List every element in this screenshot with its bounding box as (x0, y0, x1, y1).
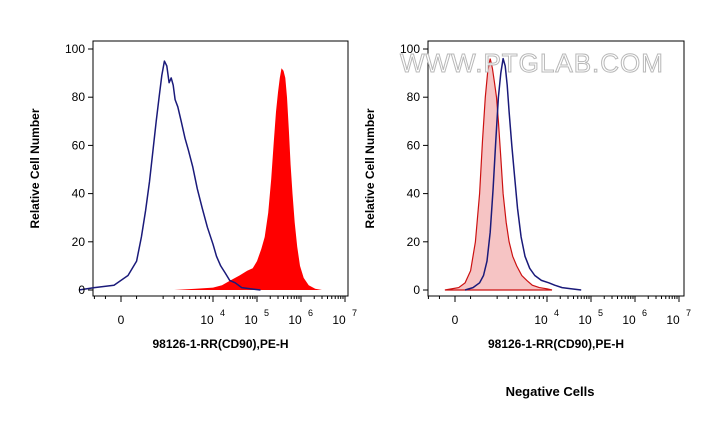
x-tick-label: 0 (452, 313, 459, 327)
x-tick-label: 10 (622, 313, 636, 327)
y-tick-label: 0 (78, 283, 85, 297)
x-tick-label: 10 (578, 313, 592, 327)
y-tick-label: 20 (407, 235, 421, 249)
x-tick-label: 10 (244, 313, 258, 327)
plot-frame (92, 40, 349, 297)
y-tick-label: 40 (407, 187, 421, 201)
x-axis-title: 98126-1-RR(CD90),PE-H (152, 337, 288, 351)
watermark: WWW.PTGLAB.COM (400, 48, 664, 78)
x-tick-label: 10 (288, 313, 302, 327)
y-axis-title: Relative Cell Number (28, 108, 42, 228)
x-tick-exponent: 5 (598, 308, 603, 318)
x-tick-exponent: 6 (308, 308, 313, 318)
x-tick-exponent: 5 (264, 308, 269, 318)
x-tick-exponent: 4 (554, 308, 559, 318)
y-tick-label: 80 (407, 90, 421, 104)
x-tick-exponent: 6 (642, 308, 647, 318)
x-tick-exponent: 4 (220, 308, 225, 318)
histogram-panel-right: 0 20 40 60 80 100 0 10 4 10 5 10 6 10 7 Relative Cell N… (363, 40, 691, 351)
figure-caption: Negative Cells (506, 384, 595, 399)
y-tick-label: 40 (72, 187, 86, 201)
y-tick-label: 60 (407, 138, 421, 152)
y-tick-label: 100 (65, 42, 85, 56)
x-axis-title: 98126-1-RR(CD90),PE-H (488, 337, 624, 351)
x-tick-label: 10 (332, 313, 346, 327)
y-tick-label: 80 (72, 90, 86, 104)
histogram-line-1 (464, 57, 582, 291)
y-tick-label: 60 (72, 138, 86, 152)
histogram-panel-left: 0 20 40 60 80 100 0 10 4 10 5 10 6 10 7 Relative Cell N… (28, 40, 357, 351)
x-tick-label: 10 (666, 313, 680, 327)
y-tick-label: 20 (72, 235, 86, 249)
y-tick-label: 0 (413, 283, 420, 297)
histogram-area-1 (174, 68, 322, 290)
y-tick-label: 100 (400, 42, 420, 56)
x-tick-label: 0 (118, 313, 125, 327)
histogram-line-0 (78, 60, 261, 291)
x-tick-exponent: 7 (686, 308, 691, 318)
x-tick-label: 10 (200, 313, 214, 327)
histogram-area-0 (444, 58, 553, 291)
y-axis-title: Relative Cell Number (363, 108, 377, 228)
x-tick-exponent: 7 (352, 308, 357, 318)
x-tick-label: 10 (534, 313, 548, 327)
plot-frame (427, 40, 685, 297)
